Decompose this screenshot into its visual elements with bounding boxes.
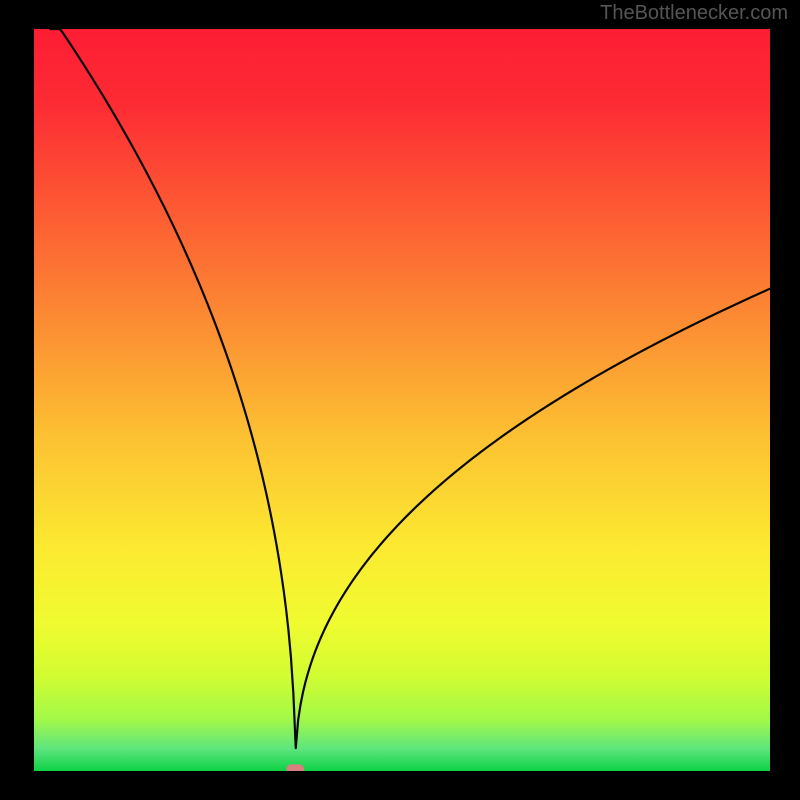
plot-svg bbox=[34, 29, 770, 771]
watermark-text: TheBottlenecker.com bbox=[600, 2, 788, 25]
gradient-background bbox=[34, 29, 770, 771]
vertex-marker bbox=[286, 764, 304, 771]
chart-plot-area bbox=[34, 29, 770, 771]
